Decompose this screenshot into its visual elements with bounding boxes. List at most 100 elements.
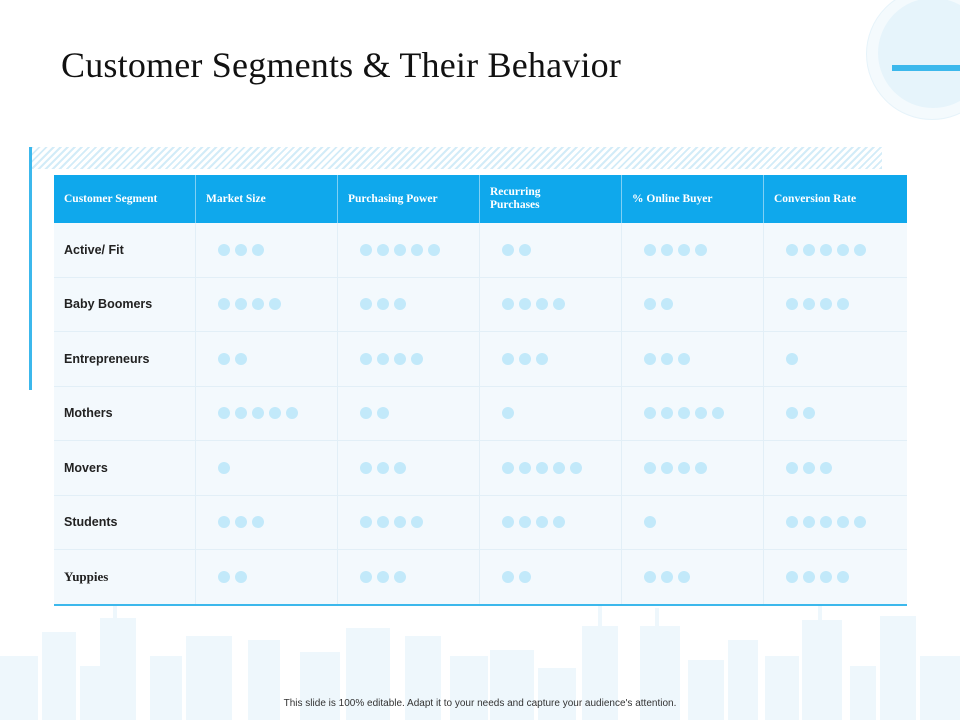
rating-cell bbox=[764, 278, 907, 332]
rating-dot bbox=[394, 298, 406, 311]
header-conversion-rate: Conversion Rate bbox=[774, 192, 857, 205]
rating-dot bbox=[360, 407, 372, 420]
rating-dots bbox=[348, 298, 406, 311]
rating-dot bbox=[519, 298, 531, 311]
rating-dot bbox=[786, 243, 798, 256]
rating-dots bbox=[632, 461, 707, 474]
rating-dot bbox=[235, 570, 247, 583]
segment-cell: Students bbox=[54, 495, 196, 549]
rating-cell bbox=[196, 550, 338, 604]
rating-dot bbox=[553, 516, 565, 529]
rating-dot bbox=[377, 516, 389, 529]
rating-dot bbox=[394, 352, 406, 365]
rating-cell bbox=[622, 386, 764, 440]
rating-dot bbox=[360, 243, 372, 256]
footer-note: This slide is 100% editable. Adapt it to… bbox=[283, 698, 677, 709]
rating-dot bbox=[502, 516, 514, 529]
slide-title: Customer Segments & Their Behavior bbox=[61, 45, 622, 85]
rating-dot bbox=[837, 298, 849, 311]
rating-dot bbox=[502, 570, 514, 583]
segment-label: Movers bbox=[64, 460, 108, 475]
rating-cell bbox=[196, 277, 338, 331]
rating-dot bbox=[678, 243, 690, 256]
rating-dots bbox=[490, 461, 582, 474]
rating-dot bbox=[644, 298, 656, 311]
rating-dot bbox=[411, 352, 423, 365]
rating-dot bbox=[394, 461, 406, 474]
table-body: Active/ Fit Baby Boomers Entrepreneurs Moth… bbox=[54, 223, 907, 606]
rating-dot bbox=[218, 516, 230, 529]
rating-dot bbox=[377, 570, 389, 583]
rating-cell bbox=[622, 495, 764, 549]
rating-dots bbox=[632, 243, 707, 256]
rating-dots bbox=[490, 352, 548, 365]
rating-cell bbox=[338, 441, 480, 495]
rating-dots bbox=[774, 243, 866, 256]
rating-dots bbox=[774, 407, 815, 420]
rating-dots bbox=[632, 570, 690, 583]
table-row: Entrepreneurs bbox=[54, 332, 907, 387]
rating-dot bbox=[519, 570, 531, 583]
rating-dot bbox=[218, 461, 230, 474]
rating-cell bbox=[338, 332, 480, 386]
decorative-hatch-band bbox=[31, 147, 882, 169]
header-market-size: Market Size bbox=[196, 175, 338, 223]
rating-dot bbox=[360, 570, 372, 583]
rating-dots bbox=[774, 570, 849, 583]
segment-cell: Mothers bbox=[54, 386, 196, 440]
rating-dot bbox=[502, 243, 514, 256]
rating-dot bbox=[394, 570, 406, 583]
segment-label: Active/ Fit bbox=[64, 242, 124, 257]
table-row: Yuppies bbox=[54, 550, 907, 606]
rating-cell bbox=[622, 332, 764, 386]
rating-dot bbox=[360, 352, 372, 365]
rating-dots bbox=[774, 461, 832, 474]
rating-dot bbox=[218, 570, 230, 583]
rating-cell bbox=[480, 495, 622, 549]
rating-dot bbox=[553, 298, 565, 311]
rating-dot bbox=[803, 407, 815, 420]
rating-dots bbox=[774, 352, 798, 365]
decorative-left-line bbox=[29, 147, 32, 390]
rating-dot bbox=[786, 352, 798, 365]
rating-cell bbox=[338, 386, 480, 440]
rating-dots bbox=[490, 516, 565, 529]
rating-cell bbox=[196, 495, 338, 549]
rating-dot bbox=[411, 243, 423, 256]
rating-dot bbox=[644, 570, 656, 583]
rating-dots bbox=[206, 407, 298, 420]
rating-dots bbox=[632, 407, 724, 420]
rating-dot bbox=[695, 407, 707, 420]
rating-dot bbox=[786, 516, 798, 529]
city-skyline-background bbox=[0, 602, 960, 720]
rating-dot bbox=[712, 407, 724, 420]
rating-dot bbox=[519, 352, 531, 365]
rating-dot bbox=[553, 461, 565, 474]
rating-cell bbox=[622, 550, 764, 604]
rating-cell bbox=[622, 277, 764, 331]
rating-dot bbox=[502, 352, 514, 365]
rating-dot bbox=[252, 298, 264, 311]
rating-dot bbox=[786, 407, 798, 420]
rating-dot bbox=[502, 461, 514, 474]
rating-dots bbox=[206, 570, 247, 583]
rating-dot bbox=[820, 298, 832, 311]
rating-dots bbox=[774, 298, 849, 311]
rating-dot bbox=[854, 516, 866, 529]
rating-cell bbox=[764, 550, 907, 604]
rating-dot bbox=[536, 298, 548, 311]
rating-dot bbox=[661, 298, 673, 311]
rating-dots bbox=[348, 516, 423, 529]
rating-dots bbox=[774, 516, 866, 529]
rating-dot bbox=[661, 407, 673, 420]
rating-dot bbox=[570, 461, 582, 474]
segment-cell: Entrepreneurs bbox=[54, 332, 196, 386]
rating-dots bbox=[206, 352, 247, 365]
rating-dot bbox=[252, 243, 264, 256]
rating-dot bbox=[502, 407, 514, 420]
rating-dot bbox=[644, 461, 656, 474]
rating-dot bbox=[536, 352, 548, 365]
rating-dot bbox=[803, 516, 815, 529]
table-row: Movers bbox=[54, 441, 907, 496]
rating-dot bbox=[661, 570, 673, 583]
